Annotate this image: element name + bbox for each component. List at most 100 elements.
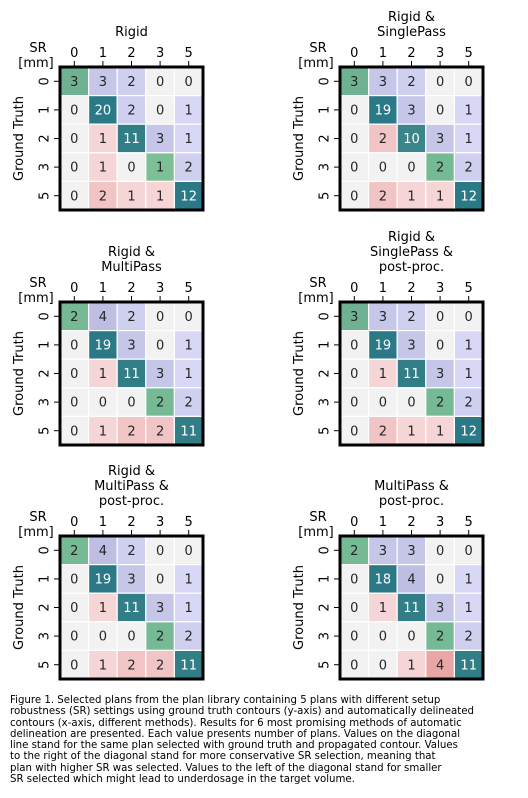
cell-value-label: 0: [70, 339, 78, 354]
cell-value-label: 3: [436, 132, 444, 147]
heatmap-cell: [116, 387, 147, 417]
cell-value-label: 2: [185, 396, 193, 411]
cell-value-label: 4: [436, 658, 444, 673]
x-tick-label: 3: [156, 46, 164, 61]
panel-title: Rigid: [115, 25, 148, 40]
cell-value-label: 2: [127, 544, 135, 559]
x-tick-label: 5: [465, 281, 473, 296]
heatmap-cell: [339, 94, 370, 125]
y-tick-label: 5: [318, 192, 333, 200]
cell-value-label: 1: [156, 189, 164, 204]
heatmap-cell: [145, 592, 176, 623]
cell-value-label: 0: [407, 630, 415, 645]
y-tick-label: 3: [38, 632, 53, 640]
cell-value-label: 0: [70, 658, 78, 673]
x-tick-label: 5: [185, 515, 193, 530]
heatmap-cell: [145, 563, 176, 594]
heatmap-cell: [87, 180, 118, 211]
x-tick-label: 1: [99, 515, 107, 530]
y-tick-label: 3: [38, 398, 53, 406]
y-tick-label: 5: [38, 192, 53, 200]
cell-value-label: 0: [465, 75, 473, 90]
heatmap-cell: [396, 301, 427, 332]
cell-value-label: 0: [185, 310, 193, 325]
cell-value-label: 3: [70, 75, 78, 90]
cell-value-label: 0: [185, 75, 193, 90]
y-tick-label: 2: [38, 603, 53, 611]
cell-value-label: 1: [99, 424, 107, 439]
cell-value-label: 4: [407, 573, 415, 588]
heatmap-cell: [425, 535, 455, 566]
cell-value-label: 19: [95, 339, 112, 354]
cell-value-label: 1: [436, 189, 444, 204]
x-tick-label: 0: [70, 46, 78, 61]
cell-value-label: 11: [123, 601, 140, 616]
cell-value-label: 11: [123, 367, 140, 382]
y-tick-label: 5: [38, 661, 53, 669]
heatmap-cell: [425, 563, 455, 594]
heatmap-cell: [396, 649, 427, 680]
heatmap-cell: [116, 330, 147, 360]
y-tick-label: 1: [38, 575, 53, 583]
x-tick-label: 3: [436, 281, 444, 296]
y-tick-label: 3: [318, 632, 333, 640]
heatmap-frame: [58, 65, 205, 212]
heatmap-cell: [145, 123, 176, 154]
heatmap-cell: [59, 358, 90, 389]
x-tick-label: 1: [379, 281, 387, 296]
cell-value-label: 11: [180, 658, 197, 673]
cell-value-label: 1: [465, 132, 473, 147]
x-axis-label: SR: [29, 276, 46, 291]
cell-value-label: 1: [185, 601, 193, 616]
cell-value-label: 4: [99, 310, 107, 325]
heatmap-cell: [339, 301, 370, 332]
heatmap-cell: [453, 330, 484, 360]
cell-value-label: 0: [127, 396, 135, 411]
x-axis-label: [mm]: [298, 291, 333, 306]
y-tick-label: 0: [38, 546, 53, 554]
cell-value-label: 11: [403, 367, 420, 382]
y-tick-label: 5: [318, 661, 333, 669]
x-tick-label: 3: [156, 515, 164, 530]
cell-value-label: 3: [127, 339, 135, 354]
y-tick-label: 1: [38, 106, 53, 114]
heatmap-cell: [396, 123, 427, 154]
x-tick-label: 1: [99, 46, 107, 61]
heatmap-cell: [339, 415, 370, 446]
x-axis-label: [mm]: [298, 56, 333, 71]
heatmap-cell: [87, 330, 118, 360]
y-axis-label: Ground Truth: [12, 331, 27, 416]
x-tick-label: 2: [127, 281, 135, 296]
cell-value-label: 3: [379, 544, 387, 559]
x-tick-label: 0: [350, 46, 358, 61]
x-tick-label: 1: [379, 515, 387, 530]
heatmap-cell: [425, 415, 455, 446]
panel-title: SinglePass: [377, 25, 446, 40]
heatmap-cell: [173, 592, 204, 623]
cell-value-label: 0: [350, 630, 358, 645]
cell-value-label: 2: [127, 424, 135, 439]
heatmap-cell: [87, 563, 118, 594]
heatmap-cell: [339, 152, 370, 183]
y-tick-label: 5: [38, 427, 53, 435]
y-tick-label: 2: [318, 134, 333, 142]
panel-title: MultiPass &: [374, 479, 449, 494]
x-tick-label: 2: [407, 281, 415, 296]
cell-value-label: 0: [127, 161, 135, 176]
heatmap-cell: [59, 563, 90, 594]
cell-value-label: 0: [99, 396, 107, 411]
cell-value-label: 0: [350, 601, 358, 616]
heatmap-cell: [87, 152, 118, 183]
y-axis-label: Ground Truth: [12, 96, 27, 181]
heatmap-cell: [396, 621, 427, 651]
x-tick-label: 1: [379, 46, 387, 61]
cell-value-label: 0: [436, 573, 444, 588]
cell-value-label: 1: [407, 189, 415, 204]
cell-value-label: 18: [375, 573, 392, 588]
cell-value-label: 2: [127, 310, 135, 325]
heatmap-cell: [145, 621, 176, 651]
x-tick-label: 5: [185, 281, 193, 296]
cell-value-label: 19: [95, 573, 112, 588]
cell-value-label: 0: [156, 104, 164, 119]
cell-value-label: 3: [436, 367, 444, 382]
